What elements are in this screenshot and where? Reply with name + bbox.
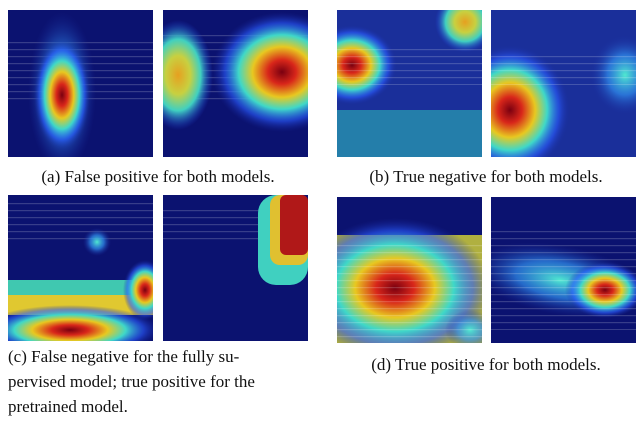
heatmap-image [143, 10, 352, 157]
heatmap-image [300, 197, 495, 358]
caption: (b) True negative for both models. [369, 167, 602, 186]
heatmap-image [8, 10, 153, 172]
caption: (d) True positive for both models. [371, 355, 601, 374]
caption-line: (c) False negative for the fully su- [8, 347, 240, 366]
caption: (a) False positive for both models. [41, 167, 274, 186]
figure: (a) False positive for both models. (b) … [0, 0, 638, 422]
heatmap-image [163, 195, 308, 341]
caption-line: pretrained model. [8, 397, 128, 416]
heatmap-image [307, 0, 495, 160]
caption-line: pervised model; true positive for the [8, 372, 255, 391]
heatmap-image [465, 197, 638, 343]
heatmap-image [0, 195, 167, 355]
